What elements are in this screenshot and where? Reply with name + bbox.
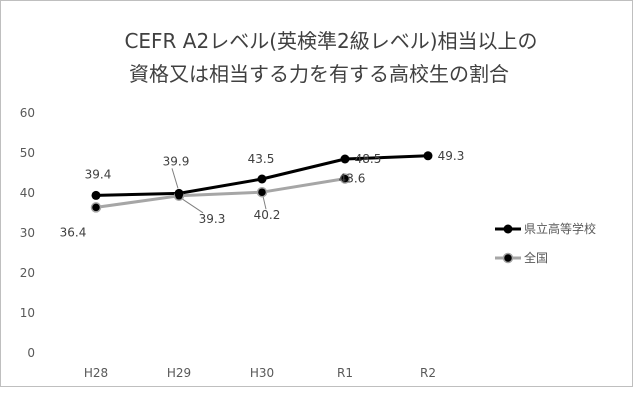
data-point bbox=[339, 173, 351, 184]
legend-label: 全国 bbox=[524, 250, 548, 265]
y-tick-label: 20 bbox=[20, 266, 35, 280]
x-tick-label: H30 bbox=[250, 366, 274, 380]
data-label: 48.5 bbox=[355, 152, 382, 166]
x-tick-label: H28 bbox=[84, 366, 108, 380]
data-label: 36.4 bbox=[60, 225, 87, 239]
data-label: 39.3 bbox=[199, 212, 226, 226]
data-label: 39.9 bbox=[163, 154, 190, 168]
y-tick-label: 30 bbox=[20, 226, 35, 240]
x-tick-label: R2 bbox=[420, 366, 436, 380]
y-tick-label: 50 bbox=[20, 146, 35, 160]
data-label: 49.3 bbox=[438, 149, 465, 163]
chart-title-line-1: CEFR A2レベル(英検準2級レベル)相当以上の bbox=[124, 29, 537, 53]
x-tick-label: R1 bbox=[337, 366, 353, 380]
data-point bbox=[423, 151, 433, 161]
data-label: 43.5 bbox=[248, 152, 275, 166]
data-point bbox=[174, 188, 184, 198]
data-point bbox=[256, 186, 268, 198]
data-point bbox=[340, 154, 350, 164]
leader-line bbox=[181, 198, 204, 214]
x-tick-label: H29 bbox=[167, 366, 191, 380]
leader-line bbox=[171, 168, 179, 189]
series-line-1 bbox=[95, 177, 346, 209]
legend-label: 県立高等学校 bbox=[524, 221, 596, 236]
y-tick-label: 0 bbox=[27, 346, 35, 360]
data-point bbox=[91, 190, 101, 200]
chart-title-line-2: 資格又は相当する力を有する高校生の割合 bbox=[129, 62, 509, 86]
y-tick-label: 60 bbox=[20, 106, 35, 120]
legend-marker bbox=[503, 224, 513, 234]
data-label: 43.6 bbox=[339, 172, 366, 186]
data-label: 40.2 bbox=[254, 208, 281, 222]
legend-marker bbox=[502, 252, 514, 264]
leader-line bbox=[262, 196, 267, 210]
data-label: 39.4 bbox=[85, 167, 112, 181]
y-tick-label: 40 bbox=[20, 186, 35, 200]
data-point bbox=[90, 202, 102, 213]
data-point bbox=[257, 174, 267, 184]
y-tick-label: 10 bbox=[20, 306, 35, 320]
